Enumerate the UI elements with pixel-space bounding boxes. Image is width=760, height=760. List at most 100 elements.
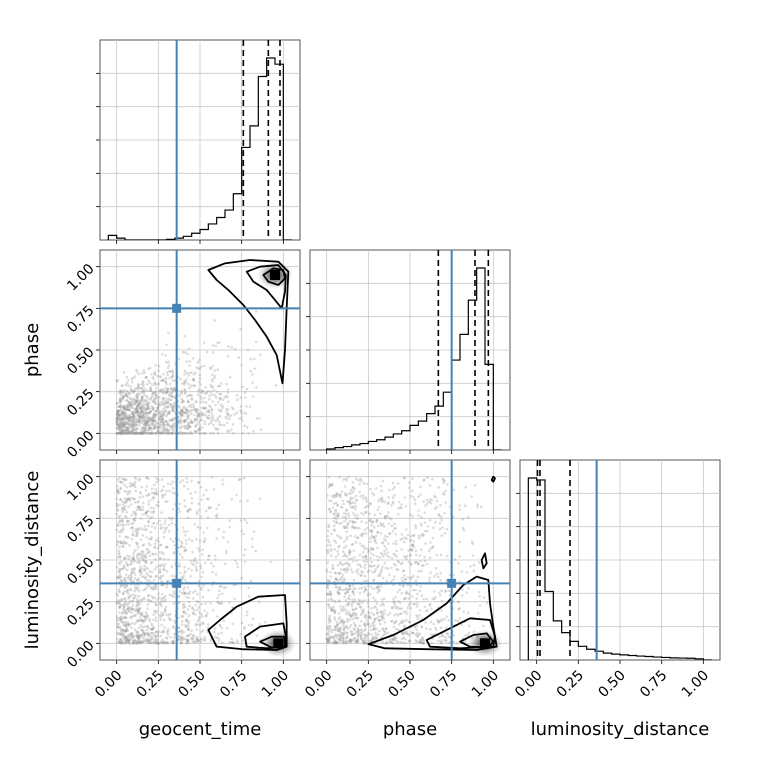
sample-point	[360, 586, 364, 590]
sample-point	[149, 386, 152, 390]
sample-point	[363, 622, 367, 625]
sample-point	[138, 570, 141, 574]
sample-point	[369, 607, 373, 610]
sample-point	[128, 416, 131, 420]
sample-point	[226, 429, 230, 433]
sample-point	[149, 410, 152, 413]
sample-point	[346, 568, 350, 571]
sample-point	[139, 508, 143, 512]
sample-point	[116, 488, 120, 491]
sample-point	[336, 623, 340, 626]
sample-point	[404, 610, 408, 613]
sample-point	[179, 415, 183, 419]
sample-point	[349, 615, 353, 619]
sample-point	[139, 387, 142, 390]
sample-point	[386, 631, 390, 634]
sample-point	[235, 493, 238, 497]
sample-point	[166, 373, 169, 377]
sample-point	[423, 559, 427, 563]
sample-point	[135, 404, 139, 408]
sample-point	[148, 416, 152, 420]
sample-point	[135, 635, 139, 638]
sample-point	[334, 501, 338, 504]
sample-point	[196, 619, 200, 623]
sample-point	[122, 391, 125, 395]
sample-point	[208, 554, 211, 558]
sample-point	[141, 400, 145, 403]
sample-point	[165, 420, 168, 423]
sample-point	[377, 618, 381, 622]
sample-point	[335, 492, 338, 495]
sample-point	[127, 636, 130, 640]
sample-point	[132, 557, 135, 561]
sample-point	[129, 560, 133, 563]
sample-point	[189, 632, 192, 636]
sample-point	[139, 569, 143, 573]
sample-point	[195, 623, 198, 626]
sample-point	[439, 572, 442, 575]
sample-point	[188, 386, 191, 390]
sample-point	[121, 628, 125, 632]
sample-point	[159, 417, 163, 421]
sample-point	[223, 396, 226, 399]
sample-point	[183, 419, 186, 423]
sample-point	[329, 597, 333, 600]
sample-point	[409, 562, 413, 565]
sample-point	[165, 641, 169, 644]
sample-point	[156, 411, 159, 414]
sample-point	[167, 523, 171, 527]
sample-point	[132, 639, 135, 643]
sample-point	[121, 592, 125, 596]
sample-point	[339, 505, 343, 509]
sample-point	[201, 595, 205, 599]
sample-point	[171, 491, 175, 495]
sample-point	[333, 548, 337, 551]
sample-point	[228, 641, 232, 644]
sample-point	[366, 633, 369, 637]
sample-point	[131, 527, 135, 530]
sample-point	[342, 620, 346, 624]
sample-point	[143, 409, 146, 413]
sample-point	[152, 618, 155, 622]
sample-point	[341, 640, 345, 643]
sample-point	[200, 397, 203, 401]
sample-point	[120, 481, 124, 484]
sample-point	[369, 639, 373, 642]
sample-point	[407, 639, 411, 643]
sample-point	[236, 565, 240, 569]
sample-point	[136, 409, 139, 413]
sample-point	[326, 592, 329, 595]
sample-point	[415, 605, 419, 608]
sample-point	[165, 526, 168, 530]
sample-point	[133, 419, 136, 422]
sample-point	[239, 396, 242, 400]
sample-point	[392, 638, 396, 642]
sample-point	[124, 407, 128, 411]
sample-point	[154, 619, 158, 622]
sample-point	[153, 383, 157, 387]
sample-point	[383, 621, 387, 624]
sample-point	[141, 556, 145, 560]
sample-point	[170, 394, 173, 398]
sample-point	[136, 420, 139, 423]
sample-point	[356, 630, 360, 634]
sample-point	[150, 431, 154, 434]
sample-point	[115, 416, 119, 419]
sample-point	[336, 504, 339, 507]
sample-point	[373, 564, 376, 567]
sample-point	[385, 579, 389, 583]
sample-point	[134, 541, 138, 544]
sample-point	[422, 533, 425, 537]
x-axis-label-phase: phase	[383, 719, 437, 740]
sample-point	[133, 415, 136, 418]
sample-point	[142, 619, 146, 622]
sample-point	[190, 420, 193, 424]
sample-point	[333, 618, 337, 622]
sample-point	[132, 636, 135, 639]
sample-point	[120, 597, 123, 601]
sample-point	[141, 558, 145, 562]
sample-point	[150, 537, 153, 541]
sample-point	[349, 488, 353, 492]
sample-point	[167, 432, 171, 435]
sample-point	[131, 410, 135, 414]
